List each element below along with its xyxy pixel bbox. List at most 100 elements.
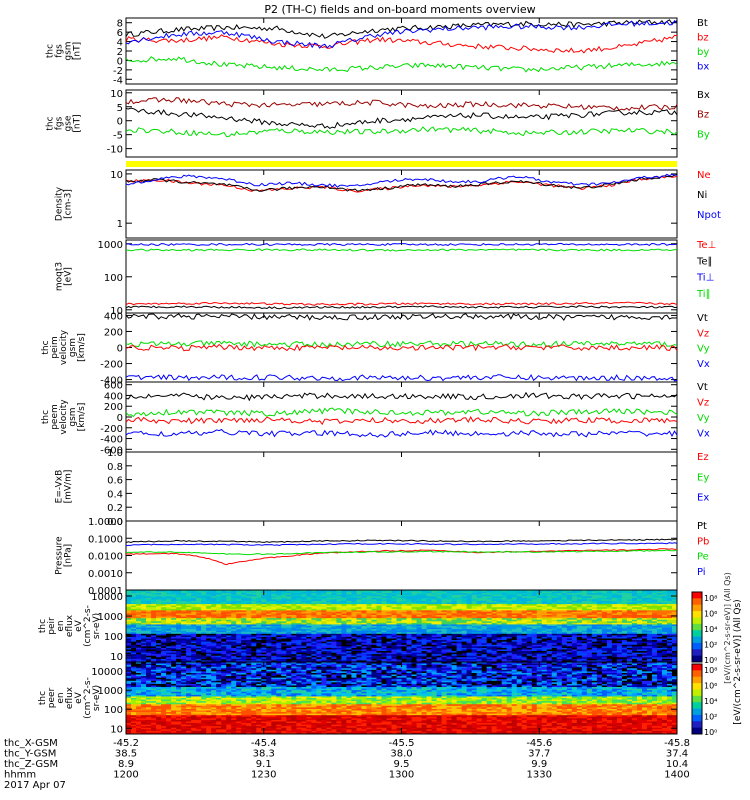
- spectrogram-cell: [471, 627, 478, 630]
- spectrogram-cell: [431, 627, 437, 630]
- spectrogram-cell: [571, 596, 578, 599]
- spectrogram-cell: [126, 641, 132, 644]
- spectrogram-cell: [556, 641, 563, 644]
- spectrogram-cell: [471, 632, 478, 635]
- spectrogram-cell: [586, 641, 593, 644]
- spectrogram-cell: [326, 627, 332, 630]
- spectrogram-cell: [496, 636, 503, 639]
- spectrogram-cell: [321, 655, 327, 658]
- spectrogram-cell: [201, 597, 207, 600]
- spectrogram-cell: [636, 590, 643, 592]
- spectrogram-cell: [556, 644, 563, 647]
- spectrogram-cell: [511, 613, 518, 616]
- spectrogram-cell: [476, 643, 483, 646]
- spectrogram-cell: [276, 657, 282, 660]
- spectrogram-cell: [636, 632, 643, 635]
- spectrogram-cell: [576, 632, 583, 635]
- spectrogram-cell: [161, 646, 167, 649]
- spectrogram-cell: [396, 627, 402, 630]
- spectrogram-cell: [316, 599, 322, 602]
- spectrogram-cell: [371, 605, 377, 608]
- spectrogram-cell: [616, 655, 623, 658]
- spectrogram-cell: [456, 641, 463, 644]
- spectrogram-cell: [176, 593, 182, 596]
- spectrogram-cell: [511, 647, 518, 650]
- spectrogram-cell: [661, 626, 668, 628]
- spectrogram-cell: [181, 604, 187, 607]
- spectrogram-cell: [661, 616, 668, 619]
- spectrogram-cell: [246, 611, 252, 614]
- spectrogram-cell: [491, 641, 498, 644]
- spectrogram-cell: [501, 610, 508, 613]
- spectrogram-cell: [341, 636, 347, 639]
- spectrogram-cell: [536, 641, 543, 644]
- spectrogram-cell: [356, 635, 362, 638]
- spectrogram-cell: [566, 604, 573, 607]
- spectrogram-cell: [526, 597, 533, 600]
- spectrogram-cell: [371, 647, 377, 650]
- spectrogram-cell: [396, 610, 402, 613]
- spectrogram-cell: [431, 607, 437, 610]
- spectrogram-cell: [316, 638, 322, 641]
- spectrogram-cell: [316, 593, 322, 596]
- spectrogram-cell: [386, 610, 392, 613]
- spectrogram-cell: [581, 636, 588, 639]
- spectrogram-cell: [201, 616, 207, 619]
- spectrogram-cell: [536, 602, 543, 605]
- spectrogram-cell: [556, 613, 563, 616]
- spectrogram-cell: [431, 616, 437, 619]
- spectrogram-cell: [521, 641, 528, 644]
- spectrogram-cell: [171, 602, 177, 605]
- spectrogram-cell: [456, 616, 463, 619]
- spectrogram-cell: [611, 607, 618, 610]
- spectrogram-cell: [606, 629, 613, 632]
- spectrogram-cell: [656, 629, 663, 632]
- spectrogram-cell: [531, 649, 538, 652]
- spectrogram-cell: [406, 646, 412, 649]
- spectrogram-cell: [316, 630, 322, 633]
- spectrogram-cell: [191, 611, 197, 614]
- spectrogram-cell: [576, 604, 583, 607]
- spectrogram-cell: [671, 630, 678, 633]
- spectrogram-cell: [186, 647, 192, 650]
- spectrogram-cell: [206, 652, 212, 655]
- spectrogram-cell: [526, 618, 533, 621]
- y-tick-label: -10: [107, 145, 123, 156]
- spectrogram-cell: [301, 604, 307, 607]
- spectrogram-cell: [671, 610, 678, 613]
- spectrogram-cell: [451, 597, 457, 600]
- spectrogram-cell: [326, 613, 332, 616]
- spectrogram-cell: [671, 600, 678, 603]
- spectrogram-cell: [416, 600, 422, 603]
- spectrogram-cell: [281, 605, 287, 608]
- spectrogram-cell: [531, 621, 538, 624]
- spectrogram-cell: [431, 624, 437, 627]
- y-tick-label: 0.0001: [88, 586, 123, 597]
- y-tick-label: 400: [104, 311, 123, 322]
- spectrogram-cell: [246, 602, 252, 605]
- spectrogram-cell: [606, 641, 613, 644]
- spectrogram-cell: [321, 647, 327, 650]
- spectrogram-cell: [541, 591, 548, 594]
- spectrogram-cell: [266, 607, 272, 610]
- spectrogram-cell: [151, 643, 157, 646]
- spectrogram-cell: [361, 654, 367, 657]
- spectrogram-cell: [186, 597, 192, 600]
- spectrogram-cell: [431, 654, 437, 657]
- spectrogram-cell: [146, 596, 152, 599]
- spectrogram-cell: [351, 647, 357, 650]
- spectrogram-cell: [461, 615, 468, 618]
- spectrogram-cell: [406, 627, 412, 630]
- spectrogram-cell: [366, 604, 372, 607]
- spectrogram-cell: [191, 649, 197, 652]
- spectrogram-cell: [321, 604, 327, 607]
- spectrogram-cell: [216, 615, 222, 618]
- spectrogram-cell: [281, 649, 287, 652]
- spectrogram-cell: [236, 616, 242, 619]
- spectrogram-cell: [336, 596, 342, 599]
- spectrogram-cell: [456, 610, 463, 613]
- spectrogram-cell: [341, 610, 347, 613]
- spectrogram-cell: [596, 646, 603, 649]
- spectrogram-cell: [206, 638, 212, 641]
- spectrogram-cell: [341, 629, 347, 632]
